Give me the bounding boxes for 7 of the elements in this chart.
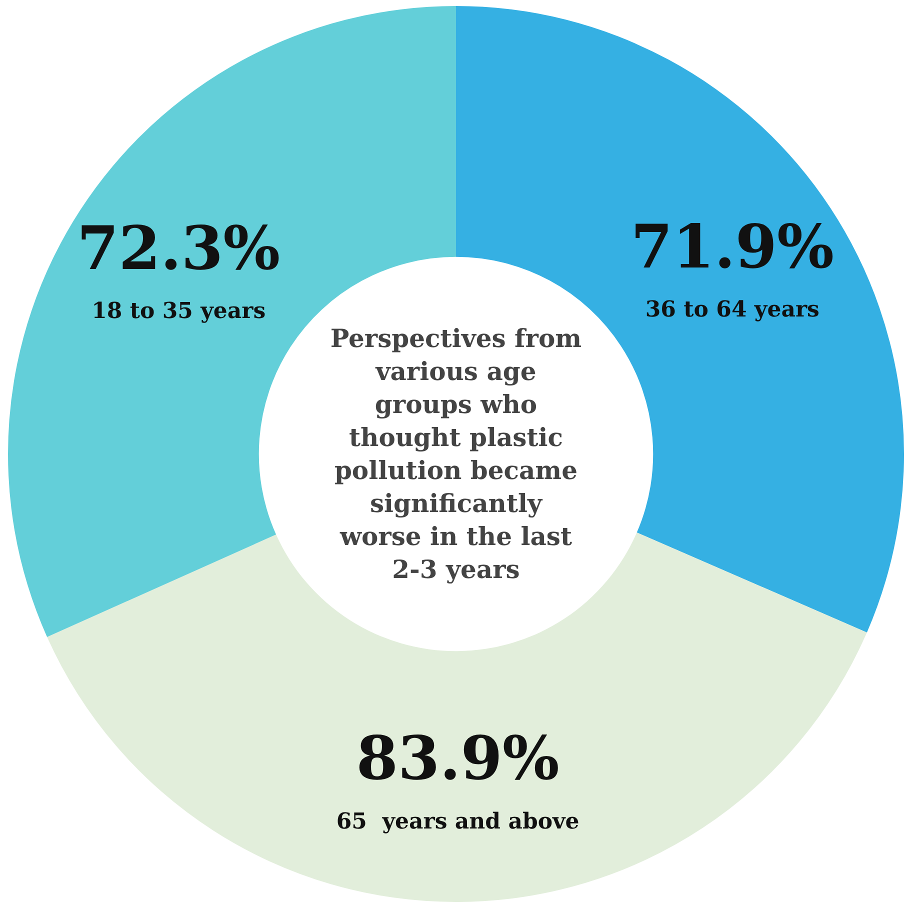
data-label: 72.3% xyxy=(77,214,280,284)
slice-label: 18 to 35 years xyxy=(92,298,266,324)
slice-label: 36 to 64 years xyxy=(645,296,820,322)
data-label: 71.9% xyxy=(630,212,834,282)
text: Perspectives from various age groups who thought plastic pollution became significantly worse in the last 2-3 years xyxy=(329,323,583,586)
data-label: 83.9% xyxy=(356,724,560,794)
slice-label: 65 years and above xyxy=(336,808,580,834)
